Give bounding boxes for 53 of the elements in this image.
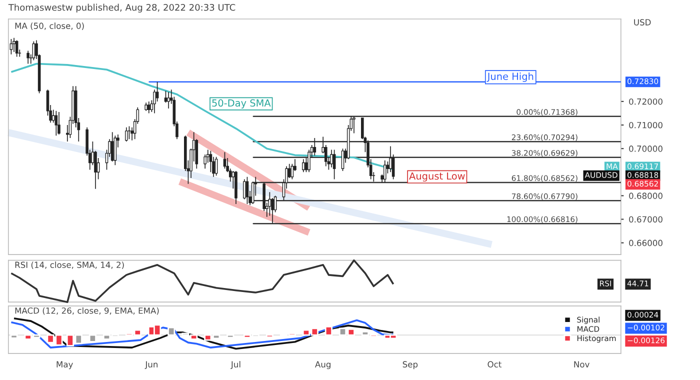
candlestick xyxy=(204,154,206,170)
x-tick-label: Aug xyxy=(315,361,330,370)
bar xyxy=(168,326,176,336)
candlestick xyxy=(389,146,392,173)
candlestick xyxy=(313,138,316,156)
y-tick-label: 0.67000 xyxy=(629,216,662,223)
candlestick xyxy=(383,160,386,183)
bar xyxy=(226,334,234,338)
candlestick xyxy=(54,110,58,136)
candlestick xyxy=(332,149,336,180)
chart-subtitle: MA (50, close, 0) xyxy=(15,22,84,30)
y-axis-title: USD xyxy=(634,19,651,26)
candlestick xyxy=(10,38,13,55)
candlestick xyxy=(15,40,18,58)
x-tick-label: Jul xyxy=(230,361,240,370)
y-tick-label: 0.66000 xyxy=(629,240,662,246)
y-tick-label: 0.70000 xyxy=(629,146,662,152)
candlestick xyxy=(156,81,159,102)
bar xyxy=(10,334,18,339)
candlestick xyxy=(110,132,114,162)
candlestick xyxy=(58,112,60,135)
candlestick xyxy=(209,150,212,173)
candlestick xyxy=(341,148,344,172)
bar xyxy=(88,334,96,342)
candlestick xyxy=(302,158,305,173)
candlestick xyxy=(330,149,333,168)
bar xyxy=(266,334,274,338)
candlestick xyxy=(308,149,310,173)
candlestick xyxy=(12,37,16,52)
candlestick xyxy=(246,176,249,204)
y-tick-label: 0.68000 xyxy=(629,192,662,199)
candlestick xyxy=(125,126,128,142)
y-tick-label: 0.72000 xyxy=(629,98,662,105)
candlestick xyxy=(128,126,131,140)
x-tick-label: Sep xyxy=(402,361,418,370)
chart-title: RSI (14, close, SMA, 14, 2) xyxy=(15,262,124,269)
candlestick xyxy=(147,101,150,114)
candlestick xyxy=(352,116,356,134)
candlestick xyxy=(26,50,30,64)
y-tick-label: 0.71000 xyxy=(629,122,662,128)
chart-title: MACD (12, 26, close, 9, EMA, EMA) xyxy=(15,307,159,315)
x-tick-label: Jun xyxy=(144,361,158,370)
candlestick xyxy=(243,178,246,200)
candlestick xyxy=(164,90,168,104)
annotation: 50-Day SMA xyxy=(212,99,271,109)
bar xyxy=(324,326,332,336)
candlestick xyxy=(167,92,170,109)
x-tick-label: Oct xyxy=(488,361,502,368)
annotation: August Low xyxy=(409,172,465,182)
ref-line-label: June High xyxy=(486,72,534,82)
x-tick-label: Nov xyxy=(574,361,590,368)
x-tick-label: May xyxy=(56,361,73,370)
chart-title: Thomaswestw published, Aug 28, 2022 20:33 UTC xyxy=(8,4,236,13)
